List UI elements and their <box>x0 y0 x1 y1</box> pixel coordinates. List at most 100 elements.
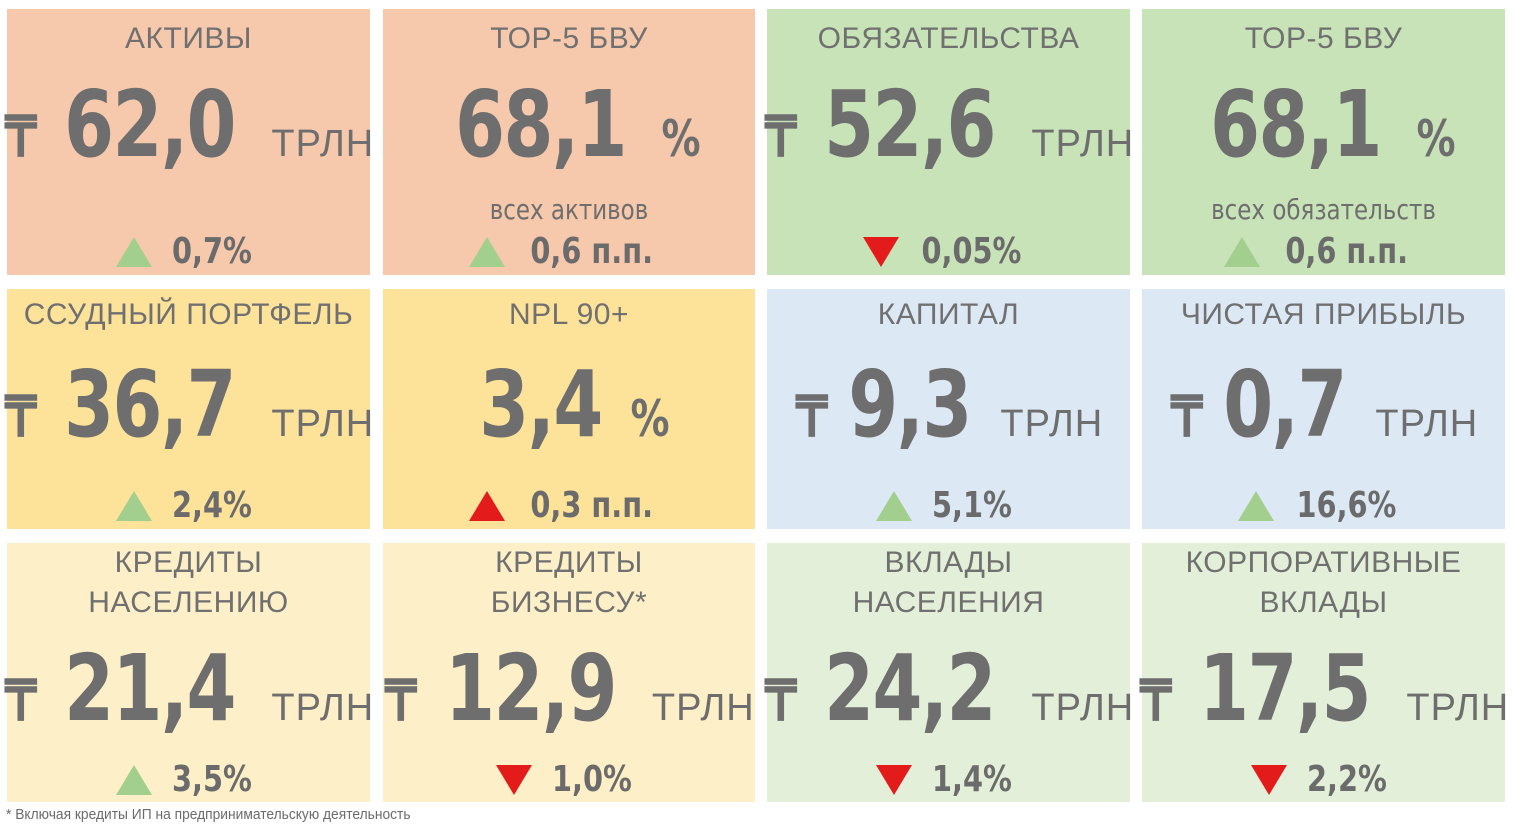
tile-unit: ТРЛН <box>1375 403 1479 445</box>
tenge-icon: ₸ <box>764 105 797 168</box>
tile-value: 36,7 <box>64 351 237 458</box>
tile-change-value: 1,4% <box>931 759 1012 800</box>
tenge-icon: ₸ <box>1139 669 1172 732</box>
tile-value-row: ₸ 62,0 ТРЛН <box>4 71 374 178</box>
tile-change-value: 1,0% <box>552 759 632 800</box>
arrow-up-icon <box>469 490 506 521</box>
tile-value-row: 3,4 % <box>383 351 755 458</box>
tenge-icon: ₸ <box>4 669 37 732</box>
arrow-up-icon <box>875 490 912 521</box>
arrow-down-icon <box>1250 764 1287 795</box>
tile-change-value: 0,7% <box>171 231 252 272</box>
tile-value-row: 68,1 % <box>383 71 755 178</box>
tile-title: КРЕДИТЫ НАСЕЛЕНИЮ <box>88 546 289 619</box>
tile-unit: ТРЛН <box>1031 687 1135 729</box>
tile-capital: КАПИТАЛ ₸ 9,3 ТРЛН 5,1% <box>767 289 1130 529</box>
tile-value: 68,1 <box>455 71 628 178</box>
tile-title: ЧИСТАЯ ПРИБЫЛЬ <box>1180 298 1467 331</box>
tile-value: 24,2 <box>824 635 997 742</box>
tile-change-value: 2,4% <box>171 485 252 526</box>
tile-unit: ТРЛН <box>271 403 375 445</box>
tile-subtitle: всех активов <box>489 193 649 226</box>
tile-unit: ТРЛН <box>651 687 755 729</box>
tile-value: 17,5 <box>1199 635 1372 742</box>
tile-value-row: ₸ 36,7 ТРЛН <box>4 351 374 458</box>
tile-top5-liabilities: ТОР-5 БВУ 68,1 % всех обязательств 0,6 п… <box>1142 9 1505 275</box>
tile-value-row: ₸ 21,4 ТРЛН <box>4 635 374 742</box>
tile-title: ОБЯЗАТЕЛЬСТВА <box>817 22 1080 55</box>
tile-change-value: 2,2% <box>1306 759 1387 800</box>
tile-value-row: ₸ 17,5 ТРЛН <box>1139 635 1509 742</box>
tile-change: 0,05% <box>767 231 1130 272</box>
tile-unit: ТРЛН <box>1031 123 1135 165</box>
tile-title: КОРПОРАТИВНЫЕ ВКЛАДЫ <box>1185 546 1462 619</box>
tenge-icon: ₸ <box>795 385 828 448</box>
arrow-up-icon <box>469 236 506 267</box>
tile-unit: ТРЛН <box>271 687 375 729</box>
tile-change: 0,3 п.п. <box>383 485 755 526</box>
arrow-up-icon <box>1223 236 1260 267</box>
tile-value: 3,4 <box>479 351 604 458</box>
tile-unit: ТРЛН <box>1406 687 1510 729</box>
tile-change: 16,6% <box>1142 485 1505 526</box>
tile-unit: ТРЛН <box>1000 403 1104 445</box>
tile-change: 1,0% <box>383 759 755 800</box>
tile-value: 12,9 <box>444 635 617 742</box>
tile-change-value: 16,6% <box>1296 485 1397 526</box>
tile-top5-assets: ТОР-5 БВУ 68,1 % всех активов 0,6 п.п. <box>383 9 755 275</box>
tile-value-row: ₸ 52,6 ТРЛН <box>764 71 1134 178</box>
tenge-icon: ₸ <box>385 669 418 732</box>
tile-change-value: 0,6 п.п. <box>530 231 654 272</box>
tile-change: 2,4% <box>7 485 370 526</box>
tile-change-value: 0,05% <box>921 231 1022 272</box>
arrow-up-icon <box>1238 490 1275 521</box>
tile-value-row: 68,1 % <box>1142 71 1505 178</box>
tile-change-value: 0,6 п.п. <box>1285 231 1408 272</box>
arrow-down-icon <box>496 764 533 795</box>
tile-value-row: ₸ 9,3 ТРЛН <box>767 351 1130 458</box>
tile-value: 52,6 <box>824 71 997 178</box>
tile-subtitle: всех обязательств <box>1211 193 1436 226</box>
tile-change-value: 5,1% <box>931 485 1012 526</box>
tile-value: 9,3 <box>848 351 973 458</box>
tile-business-loans: КРЕДИТЫ БИЗНЕСУ* ₸ 12,9 ТРЛН 1,0% <box>383 543 755 802</box>
arrow-down-icon <box>863 236 900 267</box>
tenge-icon: ₸ <box>764 669 797 732</box>
tile-change: 0,6 п.п. <box>1142 231 1505 272</box>
tile-retail-loans: КРЕДИТЫ НАСЕЛЕНИЮ ₸ 21,4 ТРЛН 3,5% <box>4 543 374 802</box>
tile-value-row: ₸ 12,9 ТРЛН <box>383 635 755 742</box>
tile-net-profit: ЧИСТАЯ ПРИБЫЛЬ ₸ 0,7 ТРЛН 16,6% <box>1142 289 1505 529</box>
footnote: * Включая кредиты ИП на предпринимательс… <box>6 806 411 823</box>
arrow-up-icon <box>115 236 152 267</box>
tile-unit: ТРЛН <box>271 123 375 165</box>
tile-change: 0,6 п.п. <box>383 231 755 272</box>
tile-title: КАПИТАЛ <box>877 298 1020 331</box>
tile-change: 5,1% <box>767 485 1130 526</box>
tile-retail-deposits: ВКЛАДЫ НАСЕЛЕНИЯ ₸ 24,2 ТРЛН 1,4% <box>764 543 1134 802</box>
tenge-icon: ₸ <box>1170 385 1203 448</box>
tile-value-row: ₸ 0,7 ТРЛН <box>1142 351 1505 458</box>
tile-percent: % <box>661 110 702 168</box>
arrow-down-icon <box>875 764 912 795</box>
tile-title: NPL 90+ <box>509 298 629 331</box>
tile-change-value: 0,3 п.п. <box>530 485 654 526</box>
tile-loan-portfolio: ССУДНЫЙ ПОРТФЕЛЬ ₸ 36,7 ТРЛН 2,4% <box>4 289 374 529</box>
tile-change: 3,5% <box>7 759 370 800</box>
tile-change-value: 3,5% <box>171 759 252 800</box>
tile-percent: % <box>630 390 671 448</box>
tile-value: 21,4 <box>64 635 237 742</box>
tile-npl: NPL 90+ 3,4 % 0,3 п.п. <box>383 289 755 529</box>
arrow-up-icon <box>115 764 152 795</box>
tenge-icon: ₸ <box>4 385 37 448</box>
tenge-icon: ₸ <box>4 105 37 168</box>
tile-liabilities: ОБЯЗАТЕЛЬСТВА ₸ 52,6 ТРЛН 0,05% <box>764 9 1134 275</box>
tile-value: 0,7 <box>1223 351 1348 458</box>
tile-percent: % <box>1416 110 1456 168</box>
tile-title: ТОР-5 БВУ <box>490 22 648 55</box>
arrow-up-icon <box>115 490 152 521</box>
tile-assets: АКТИВЫ ₸ 62,0 ТРЛН 0,7% <box>4 9 374 275</box>
tile-change: 0,7% <box>7 231 370 272</box>
tile-value-row: ₸ 24,2 ТРЛН <box>764 635 1134 742</box>
tile-title: ТОР-5 БВУ <box>1244 22 1403 55</box>
